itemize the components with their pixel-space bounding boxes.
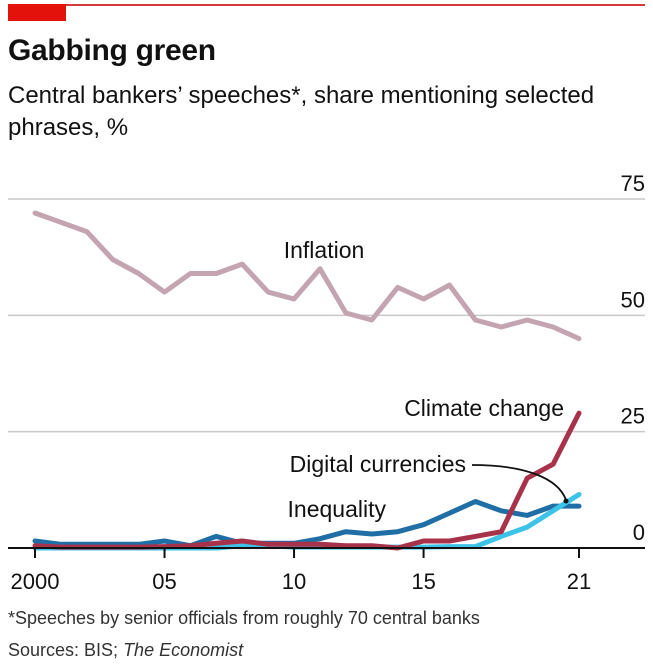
top-rule [8,4,645,6]
series-line-climate-change [32,410,582,551]
x-tick-label-2010: 10 [282,569,306,594]
x-tick-label-2000: 2000 [11,569,60,594]
source-prefix: Sources: BIS; [8,640,124,660]
footnote: *Speeches by senior officials from rough… [8,608,480,628]
y-tick-label-75: 75 [621,171,645,196]
source-note: Sources: BIS; The Economist [8,640,243,661]
series-line-inequality [32,499,582,549]
series-line-inflation [32,210,582,342]
series-label-climate-change: Climate change [404,395,564,421]
x-tick-label-2021: 21 [567,569,591,594]
series-label-inequality: Inequality [288,496,387,522]
brand-tag [8,4,66,21]
series-labels: Inflation Climate change Digital currencie… [284,237,569,522]
gridlines [8,198,645,433]
y-tick-label-50: 50 [621,287,645,312]
x-axis: 2000 05 10 15 21 [8,547,645,594]
y-tick-label-0: 0 [633,520,645,545]
digital-currencies-leader-line [471,464,567,501]
x-tick-label-2015: 15 [411,569,435,594]
y-tick-label-25: 25 [621,404,645,429]
chart-title: Gabbing green [8,34,216,67]
chart-subtitle: Central bankers’ speeches*, share mentio… [8,82,595,141]
source-publication: The Economist [123,640,244,660]
y-tick-labels: 0 25 50 75 [621,171,645,545]
leader-line-dot [563,498,569,504]
series-label-inflation: Inflation [284,237,365,263]
x-tick-label-2005: 05 [152,569,176,594]
series-label-digital-currencies: Digital currencies [290,451,466,477]
